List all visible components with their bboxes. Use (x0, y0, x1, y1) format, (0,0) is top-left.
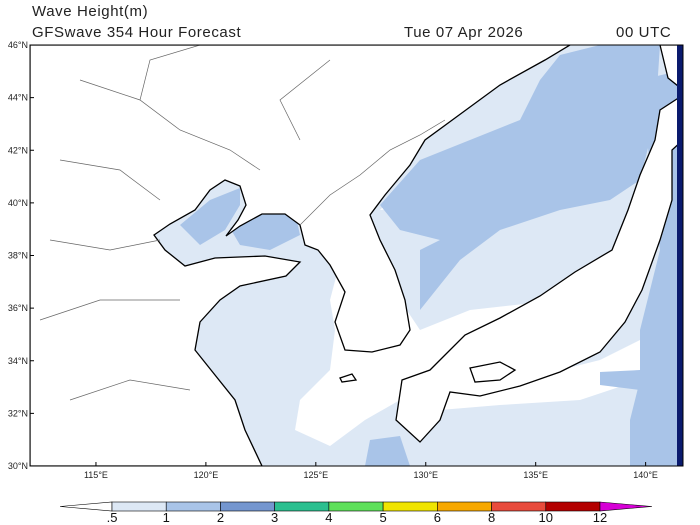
y-tick-label: 38°N (8, 251, 28, 261)
x-tick-label: 120°E (194, 470, 219, 480)
colorbar-segment (220, 501, 275, 512)
x-tick-label: 130°E (413, 470, 438, 480)
title: Wave Height(m) (32, 3, 148, 20)
colorbar-label: 1 (163, 510, 170, 525)
mainland (30, 45, 572, 466)
wave-zone (365, 436, 410, 466)
colorbar-segment (165, 501, 221, 512)
y-tick-label: 34°N (8, 356, 28, 366)
colorbar-label: 5 (379, 510, 386, 525)
colorbar-label: 4 (325, 510, 332, 525)
wave-zone (600, 370, 640, 390)
y-tick-label: 32°N (8, 408, 28, 418)
colorbar-label: 6 (434, 510, 441, 525)
colorbar-label: 3 (271, 510, 278, 525)
colorbar-arrow (59, 501, 113, 512)
x-tick-label: 125°E (304, 470, 329, 480)
border (39, 45, 331, 401)
colorbar-label: 10 (539, 510, 553, 525)
colorbar-segment (111, 501, 167, 512)
colorbar-segment (437, 501, 492, 512)
colorbar-arrow (599, 501, 653, 512)
time: 00 UTC (616, 24, 671, 41)
y-tick-label: 40°N (8, 198, 28, 208)
edge-band (677, 45, 683, 466)
y-tick-label: 36°N (8, 303, 28, 313)
x-tick-label: 140°E (633, 470, 658, 480)
shikoku (469, 361, 517, 383)
y-tick-label: 42°N (8, 145, 28, 155)
colorbar-label: .5 (107, 510, 118, 525)
map-field (30, 45, 683, 466)
jeju (339, 373, 358, 383)
y-tick-label: 44°N (8, 93, 28, 103)
y-tick-label: 30°N (8, 461, 28, 471)
colorbar-segment (274, 501, 330, 512)
wave-zone (380, 45, 660, 310)
x-tick-label: 115°E (84, 470, 108, 480)
japan (395, 94, 683, 443)
colorbar-segment (328, 501, 384, 512)
y-tick-label: 46°N (8, 40, 28, 50)
colorbar-segment (382, 501, 438, 512)
wave-zone (180, 188, 240, 245)
colorbar-label: 12 (593, 510, 607, 525)
border (299, 119, 446, 226)
colorbar-label: 8 (488, 510, 495, 525)
colorbar-label: 2 (217, 510, 224, 525)
subtitle: GFSwave 354 Hour Forecast (32, 24, 241, 41)
date: Tue 07 Apr 2026 (404, 24, 523, 41)
x-tick-label: 135°E (523, 470, 548, 480)
